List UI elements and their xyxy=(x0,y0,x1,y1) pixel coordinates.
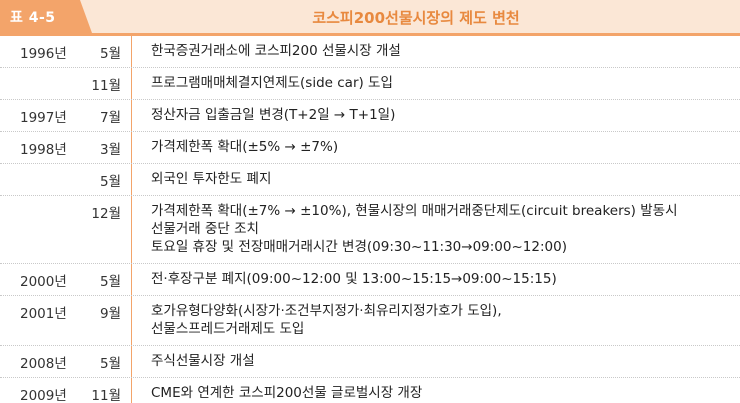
description-cell: 프로그램매매체결지연제도(side car) 도입 xyxy=(132,68,740,92)
month-label: 5월 xyxy=(99,274,121,290)
year-label: 2008년 xyxy=(20,356,67,372)
description-line: 전·후장구분 폐지(09:00~12:00 및 13:00~15:15→09:0… xyxy=(151,271,557,287)
date-cell: 2009년 11월 xyxy=(0,378,132,403)
table-row: 2000년 5월 전·후장구분 폐지(09:00~12:00 및 13:00~15:… xyxy=(0,264,740,296)
description-cell: 호가유형다양화(시장가·조건부지정가·최유리지정가호가 도입), 선물스프레드거래… xyxy=(132,296,740,338)
table-row: 2001년 9월 호가유형다양화(시장가·조건부지정가·최유리지정가호가 도입), 선… xyxy=(0,296,740,346)
description-line: 선물스프레드거래제도 도입 xyxy=(151,321,305,337)
header-band xyxy=(0,0,740,33)
year-label: 1996년 xyxy=(20,46,67,62)
table-row: 11월 프로그램매매체결지연제도(side car) 도입 xyxy=(0,68,740,100)
table-number-label: 표 4-5 xyxy=(10,10,56,26)
description-line: 토요일 휴장 및 전장매매거래시간 변경(09:30~11:30→09:00~1… xyxy=(151,239,567,255)
month-label: 12월 xyxy=(91,206,121,222)
description-line: 한국증권거래소에 코스피200 선물시장 개설 xyxy=(151,43,401,59)
table-row: 2009년 11월 CME와 연계한 코스피200선물 글로벌시장 개장 xyxy=(0,378,740,403)
year-label: 2000년 xyxy=(20,274,67,290)
year-label: 1998년 xyxy=(20,142,67,158)
history-table: 1996년 5월 한국증권거래소에 코스피200 선물시장 개설 11월 프로그램매매체… xyxy=(0,36,740,403)
table-row: 2008년 5월 주식선물시장 개설 xyxy=(0,346,740,378)
month-label: 11월 xyxy=(91,78,121,94)
description-cell: 가격제한폭 확대(±5% → ±7%) xyxy=(132,132,740,156)
year-label: 2009년 xyxy=(20,388,67,403)
year-label: 1997년 xyxy=(20,110,67,126)
date-cell: 11월 xyxy=(0,68,132,99)
table-header: 표 4-5 코스피200선물시장의 제도 변천 xyxy=(0,0,740,36)
description-line: 가격제한폭 확대(±7% → ±10%), 현물시장의 매매거래중단제도(cir… xyxy=(151,203,678,219)
table-row: 1996년 5월 한국증권거래소에 코스피200 선물시장 개설 xyxy=(0,36,740,68)
date-cell: 2008년 5월 xyxy=(0,346,132,377)
description-cell: 한국증권거래소에 코스피200 선물시장 개설 xyxy=(132,36,740,60)
date-cell: 1997년 7월 xyxy=(0,100,132,131)
year-label: 2001년 xyxy=(20,306,67,322)
description-line: 가격제한폭 확대(±5% → ±7%) xyxy=(151,139,339,155)
month-label: 9월 xyxy=(99,306,121,322)
date-cell: 2000년 5월 xyxy=(0,264,132,295)
description-line: 정산자금 입출금일 변경(T+2일 → T+1일) xyxy=(151,107,396,123)
month-label: 5월 xyxy=(99,174,121,190)
description-line: 선물거래 중단 조치 xyxy=(151,221,259,237)
month-label: 5월 xyxy=(99,356,121,372)
description-cell: 정산자금 입출금일 변경(T+2일 → T+1일) xyxy=(132,100,740,124)
description-cell: CME와 연계한 코스피200선물 글로벌시장 개장 xyxy=(132,378,740,402)
description-line: 호가유형다양화(시장가·조건부지정가·최유리지정가호가 도입), xyxy=(151,303,502,319)
table-row: 1997년 7월 정산자금 입출금일 변경(T+2일 → T+1일) xyxy=(0,100,740,132)
date-cell: 1998년 3월 xyxy=(0,132,132,163)
table-title: 코스피200선물시장의 제도 변천 xyxy=(312,9,520,27)
month-label: 3월 xyxy=(99,142,121,158)
table-row: 1998년 3월 가격제한폭 확대(±5% → ±7%) xyxy=(0,132,740,164)
description-cell: 주식선물시장 개설 xyxy=(132,346,740,370)
description-cell: 가격제한폭 확대(±7% → ±10%), 현물시장의 매매거래중단제도(cir… xyxy=(132,196,740,256)
table-row: 12월 가격제한폭 확대(±7% → ±10%), 현물시장의 매매거래중단제도(… xyxy=(0,196,740,264)
description-line: 외국인 투자한도 폐지 xyxy=(151,171,272,187)
month-label: 11월 xyxy=(91,388,121,403)
description-line: 주식선물시장 개설 xyxy=(151,353,255,369)
description-line: 프로그램매매체결지연제도(side car) 도입 xyxy=(151,75,393,91)
table-number-badge: 표 4-5 xyxy=(0,0,92,33)
month-label: 5월 xyxy=(99,46,121,62)
month-label: 7월 xyxy=(99,110,121,126)
description-line: CME와 연계한 코스피200선물 글로벌시장 개장 xyxy=(151,385,423,401)
date-cell: 2001년 9월 xyxy=(0,296,132,345)
description-cell: 외국인 투자한도 폐지 xyxy=(132,164,740,188)
header-rule xyxy=(0,33,740,36)
date-cell: 1996년 5월 xyxy=(0,36,132,67)
description-cell: 전·후장구분 폐지(09:00~12:00 및 13:00~15:15→09:0… xyxy=(132,264,740,288)
date-cell: 5월 xyxy=(0,164,132,195)
table-row: 5월 외국인 투자한도 폐지 xyxy=(0,164,740,196)
date-cell: 12월 xyxy=(0,196,132,263)
